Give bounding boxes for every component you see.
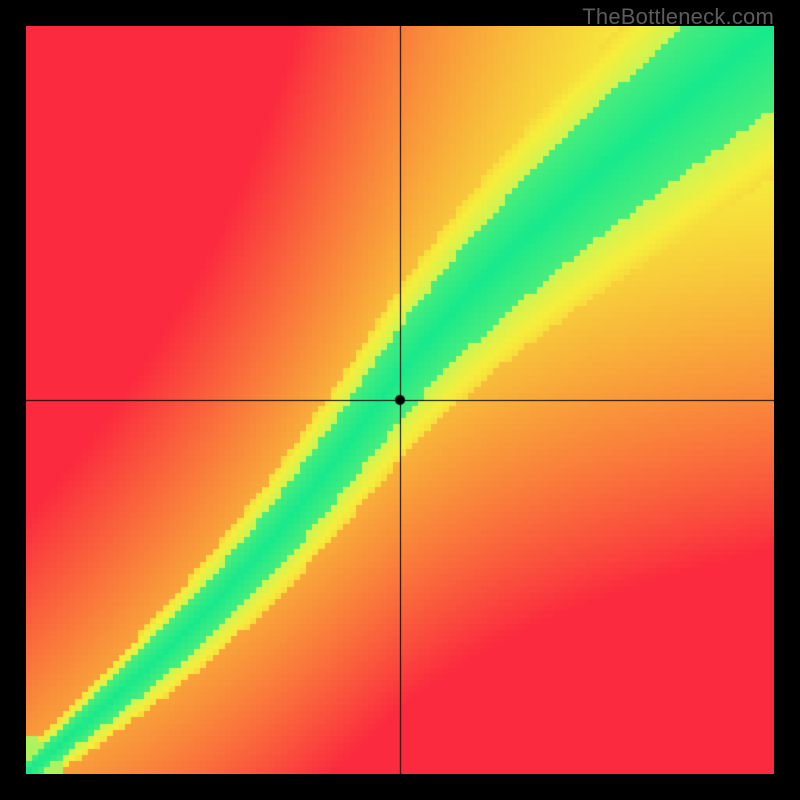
heatmap-plot bbox=[26, 26, 774, 774]
heatmap-canvas bbox=[26, 26, 774, 774]
outer-frame: TheBottleneck.com bbox=[0, 0, 800, 800]
